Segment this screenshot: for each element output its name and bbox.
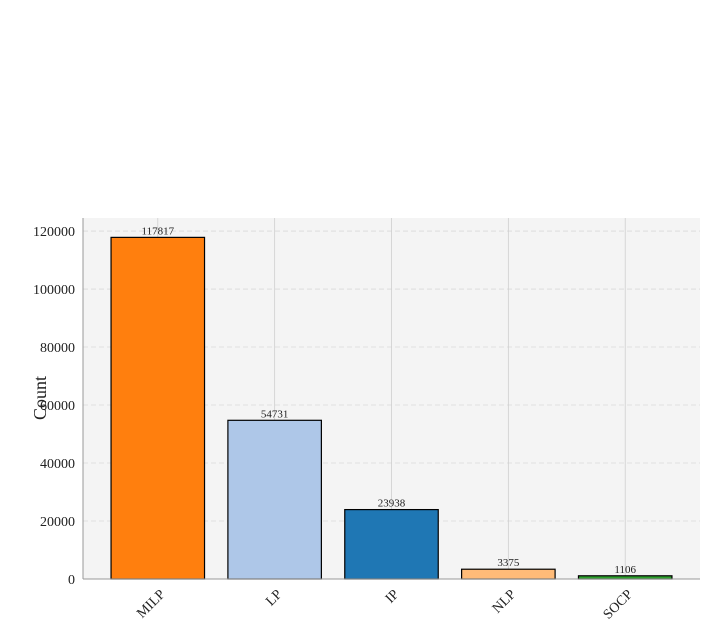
y-tick-label: 0 bbox=[68, 573, 75, 588]
bar bbox=[110, 236, 206, 580]
y-tick-label: 60000 bbox=[40, 399, 75, 414]
x-tick-label: LP bbox=[263, 587, 285, 609]
data-label: 117817 bbox=[141, 225, 174, 237]
y-tick-label: 100000 bbox=[33, 283, 75, 298]
y-tick-label: 80000 bbox=[40, 341, 75, 356]
y-tick-label: 120000 bbox=[33, 225, 75, 240]
y-axis-label: Count bbox=[30, 376, 50, 420]
x-tick-label: IP bbox=[383, 587, 403, 607]
y-tick-label: 40000 bbox=[40, 457, 75, 472]
x-tick-label: MILP bbox=[134, 587, 168, 621]
data-label: 54731 bbox=[261, 408, 289, 420]
x-tick-label: NLP bbox=[490, 587, 519, 616]
y-tick-label: 20000 bbox=[40, 515, 75, 530]
bar bbox=[344, 508, 439, 580]
x-tick-label: SOCP bbox=[601, 587, 637, 623]
bar bbox=[227, 419, 322, 580]
data-label: 1106 bbox=[614, 564, 636, 576]
bar bbox=[461, 568, 556, 580]
data-label: 23938 bbox=[378, 498, 406, 510]
data-label: 3375 bbox=[497, 557, 520, 569]
